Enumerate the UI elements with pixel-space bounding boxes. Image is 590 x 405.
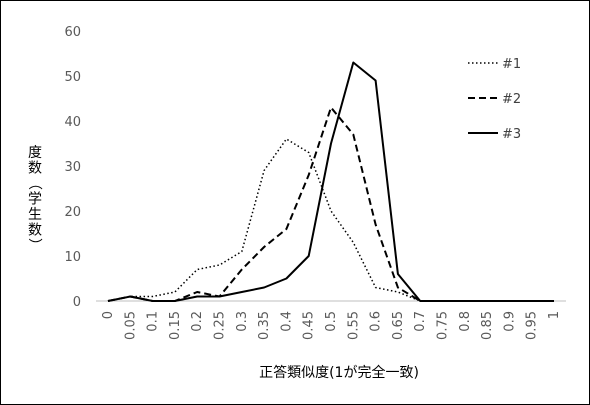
y-tick-label: 30 xyxy=(64,160,81,175)
series-lines xyxy=(107,61,554,302)
x-tick-label: 0.95 xyxy=(525,311,540,340)
x-tick-label: 0.5 xyxy=(324,311,339,332)
x-tick-label: 0 xyxy=(101,311,116,319)
legend-label-2: #2 xyxy=(502,92,521,107)
x-tick-label: 0.15 xyxy=(168,311,183,340)
y-axis-title-char: 学 xyxy=(28,192,42,208)
y-axis-title-char: 度 xyxy=(28,145,42,161)
x-tick-label: 0.4 xyxy=(279,311,294,332)
x-tick-label: 0.75 xyxy=(436,311,451,340)
y-tick-labels: 0 10 20 30 40 50 60 xyxy=(64,25,81,310)
x-tick-label: 0.25 xyxy=(213,311,228,340)
series-line-3 xyxy=(107,61,554,302)
x-tick-label: 0.1 xyxy=(146,311,161,332)
y-axis-title-char: 生 xyxy=(28,207,42,223)
x-tick-label: 0.35 xyxy=(257,311,272,340)
y-tick-label: 20 xyxy=(64,205,81,220)
series-line-2 xyxy=(107,106,554,302)
x-tick-label: 0.45 xyxy=(302,311,317,340)
x-tick-label: 0.05 xyxy=(123,311,138,340)
x-tick-label: 0.65 xyxy=(391,311,406,340)
y-axis-title-char: 数 xyxy=(28,223,42,239)
y-axis-title: 度数（学生数） xyxy=(26,145,42,252)
legend-label-3: #3 xyxy=(502,127,521,142)
y-axis-title-char: （ xyxy=(26,176,42,190)
y-tick-label: 60 xyxy=(64,25,81,40)
y-tick-label: 40 xyxy=(64,115,81,130)
x-tick-label: 0.6 xyxy=(369,311,384,332)
y-tick-label: 10 xyxy=(64,250,81,265)
y-axis-title-char: 数 xyxy=(28,161,42,177)
x-tick-label: 0.3 xyxy=(235,311,250,332)
x-axis-title: 正答類似度(1が完全一致) xyxy=(259,364,419,381)
y-axis-title-char: ） xyxy=(26,238,42,252)
series-line-1 xyxy=(107,138,554,302)
y-tick-label: 50 xyxy=(64,70,81,85)
x-tick-label: 0.55 xyxy=(346,311,361,340)
x-tick-label: 1 xyxy=(547,311,562,319)
legend: #1 #2 #3 xyxy=(468,57,521,142)
y-tick-label: 0 xyxy=(73,295,81,310)
legend-label-1: #1 xyxy=(502,57,521,72)
x-tick-label: 0.8 xyxy=(458,311,473,332)
x-tick-label: 0.9 xyxy=(502,311,517,332)
x-tick-label: 0.2 xyxy=(190,311,205,332)
x-tick-label: 0.7 xyxy=(413,311,428,332)
x-tick-label: 0.85 xyxy=(480,311,495,340)
x-tick-labels: 0 0.05 0.1 0.15 0.2 0.25 0.3 0.35 0.4 0.45 0.5 0.55… xyxy=(101,311,562,340)
